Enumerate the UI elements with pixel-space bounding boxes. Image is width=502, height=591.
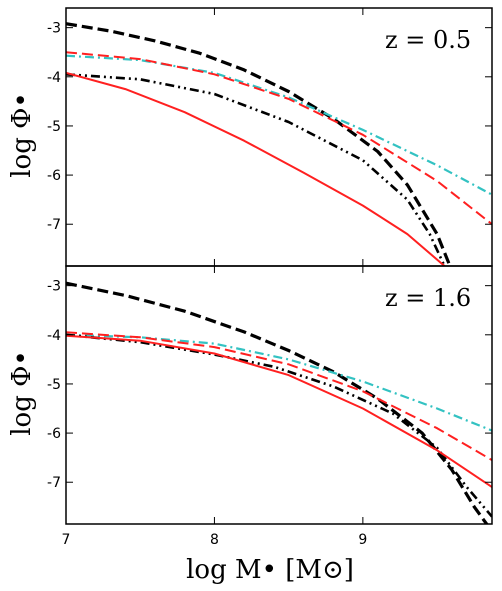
y-tick-label: -4 (47, 328, 61, 344)
y-tick-label: -5 (47, 377, 61, 393)
series-line-3 (66, 73, 446, 266)
panel-bottom: -3 -4 -5 -6 -7 7 8 9 (47, 265, 493, 548)
y-tick-label: -7 (47, 475, 61, 491)
y-tick-label: -3 (47, 279, 61, 295)
y-tick-label: -5 (47, 119, 61, 135)
series-line-3 (66, 333, 492, 518)
x-tick-label: 9 (358, 532, 367, 548)
y-axis-title-bottom: log Φ• (7, 350, 37, 436)
series-line-2 (66, 51, 492, 225)
series-line-4 (66, 334, 492, 488)
series-line-0 (66, 22, 452, 266)
x-tick-label: 7 (62, 532, 71, 548)
y-tick-label: -4 (47, 70, 61, 86)
panel-label-top: z = 0.5 (385, 26, 471, 54)
y-tick-label: -6 (47, 426, 61, 442)
y-tick-label: -6 (47, 168, 61, 184)
x-tick-label: 8 (210, 532, 219, 548)
y-tick-label: -7 (47, 217, 61, 233)
y-axis-title-top: log Φ• (7, 92, 37, 178)
series-line-1 (66, 54, 492, 196)
x-axis-title: log M• [M⊙] (186, 555, 354, 585)
series-group (66, 22, 492, 266)
panel-top: -3 -4 -5 -6 -7 (47, 7, 493, 267)
series-line-0 (66, 281, 489, 524)
panel-label-bottom: z = 1.6 (385, 284, 471, 312)
y-tick-label: -3 (47, 21, 61, 37)
series-line-2 (66, 331, 492, 461)
plot-frame (65, 265, 493, 525)
series-group (66, 281, 492, 524)
series-line-1 (66, 333, 492, 432)
series-line-4 (66, 71, 446, 266)
